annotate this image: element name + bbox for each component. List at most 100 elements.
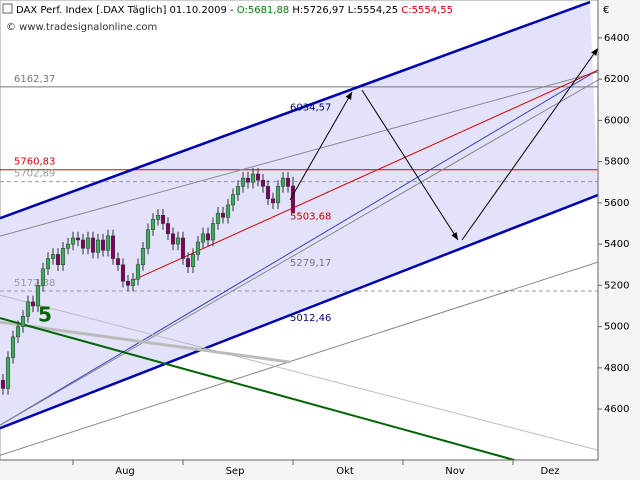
- candle-body: [195, 241, 201, 255]
- candle-body: [10, 336, 16, 358]
- candle-body: [90, 237, 96, 253]
- candle-body: [20, 316, 26, 327]
- candle-body: [165, 223, 171, 235]
- x-tick-label: Nov: [445, 466, 465, 477]
- watermark: © www.tradesignalonline.com: [6, 22, 157, 33]
- candle-body: [0, 379, 6, 389]
- header-part: H:5726,97 L:5554,25: [289, 5, 401, 16]
- arrow-line: [289, 91, 353, 201]
- trend-line: [0, 0, 591, 220]
- arrow-line: [361, 89, 459, 241]
- arrow-head: [451, 232, 458, 240]
- candle-body: [35, 285, 41, 307]
- header-part: O:5681,88: [237, 5, 289, 16]
- candle-body: [140, 247, 146, 265]
- header-icon: [2, 3, 13, 14]
- trend-line: [0, 71, 598, 237]
- header: DAX Perf. Index [.DAX Täglich] 01.10.200…: [16, 5, 453, 16]
- y-tick-label: 4600: [604, 404, 629, 415]
- candle-body: [65, 243, 71, 249]
- trend-line: [0, 69, 598, 426]
- x-tick-label: Aug: [115, 466, 135, 477]
- candle-body: [5, 357, 11, 389]
- channel-label: 5503,68: [290, 212, 331, 223]
- y-tick-label: 6200: [604, 74, 629, 85]
- candle-body: [240, 177, 246, 187]
- trend-line: [0, 193, 598, 430]
- candle-body: [205, 233, 211, 241]
- candle-body: [125, 280, 131, 286]
- candle-body: [110, 235, 116, 259]
- level-label: 6162,37: [14, 74, 55, 85]
- y-tick-label: 6000: [604, 115, 629, 126]
- candle-body: [230, 194, 236, 206]
- y-tick-label: 6400: [604, 33, 629, 44]
- candle-body: [30, 301, 36, 307]
- candle-body: [265, 186, 271, 200]
- candle-body: [200, 233, 206, 243]
- trend-line: [0, 79, 598, 426]
- candle-body: [180, 237, 186, 259]
- candle-body: [175, 237, 181, 245]
- candle-body: [105, 235, 111, 251]
- candle-body: [45, 258, 51, 270]
- candle-body: [55, 254, 61, 265]
- channel-label: 6034,57: [290, 102, 331, 113]
- candle-body: [100, 239, 106, 251]
- header-part: DAX Perf. Index [.DAX Täglich] 01.10.200…: [16, 5, 237, 16]
- candle-body: [235, 186, 241, 195]
- level-label: 5702,89: [14, 169, 55, 180]
- y-tick-label: 5000: [604, 322, 629, 333]
- candle-body: [215, 212, 221, 224]
- currency: €: [603, 5, 609, 16]
- wave-label: 5: [38, 303, 52, 327]
- candle-body: [260, 179, 266, 187]
- candle-body: [170, 233, 176, 245]
- candle-body: [285, 177, 291, 187]
- level-label: 5760,83: [14, 157, 55, 168]
- candle-body: [25, 301, 31, 317]
- candle-body: [225, 204, 231, 218]
- candle-body: [95, 239, 101, 253]
- candle-body: [290, 185, 296, 213]
- candle-body: [210, 223, 216, 241]
- candle-body: [150, 219, 156, 230]
- candle-body: [270, 198, 276, 204]
- trend-line: [0, 320, 291, 364]
- trend-line: [0, 317, 516, 460]
- candle-body: [70, 237, 76, 245]
- candle-body: [145, 229, 151, 249]
- y-tick-label: 4800: [604, 363, 629, 374]
- candle-body: [250, 173, 256, 183]
- candle-body: [50, 254, 56, 259]
- x-tick-label: Sep: [226, 466, 245, 477]
- candle-body: [15, 326, 21, 338]
- candle-body: [190, 254, 196, 268]
- candle-body: [255, 173, 261, 181]
- candle-body: [155, 215, 161, 220]
- candle-body: [80, 239, 86, 249]
- x-tick-label: Dez: [540, 466, 559, 477]
- level-label: 5172,88: [14, 278, 55, 289]
- channel-fill: [0, 2, 598, 429]
- y-tick-label: 5600: [604, 198, 629, 209]
- candle-body: [60, 247, 66, 265]
- y-tick-label: 5800: [604, 157, 629, 168]
- y-tick-label: 5200: [604, 280, 629, 291]
- trend-line: [132, 69, 598, 281]
- axis-layer: DAX Perf. Index [.DAX Täglich] 01.10.200…: [0, 0, 629, 477]
- candle-body: [160, 215, 166, 224]
- candle-body: [275, 186, 281, 204]
- candle-body: [40, 268, 46, 286]
- candle-body: [120, 264, 126, 282]
- candle-body: [245, 177, 251, 183]
- arrow-head: [591, 48, 598, 56]
- arrow-head: [345, 91, 352, 100]
- trend-line: [0, 294, 598, 451]
- x-tick-label: Okt: [336, 466, 354, 477]
- candle-body: [185, 258, 191, 268]
- candle-body: [135, 264, 141, 280]
- header-part: C:5554,55: [401, 5, 453, 16]
- arrow-line: [461, 47, 598, 241]
